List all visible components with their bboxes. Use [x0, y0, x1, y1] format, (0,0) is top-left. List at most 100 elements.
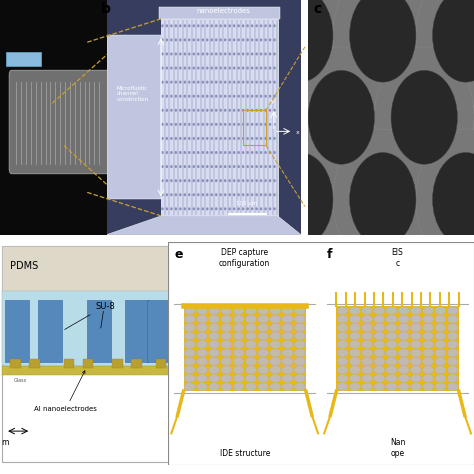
Circle shape	[337, 307, 348, 315]
Circle shape	[206, 151, 209, 154]
Circle shape	[188, 193, 191, 196]
Circle shape	[224, 38, 227, 41]
Circle shape	[269, 53, 271, 55]
Circle shape	[201, 109, 204, 112]
Circle shape	[196, 307, 208, 315]
Circle shape	[447, 357, 458, 365]
Bar	[184, 19, 186, 216]
Circle shape	[224, 123, 227, 126]
Circle shape	[398, 374, 409, 383]
Circle shape	[209, 366, 219, 374]
Bar	[273, 19, 276, 216]
Text: SU-8: SU-8	[64, 301, 115, 329]
Circle shape	[165, 123, 168, 126]
Circle shape	[233, 137, 236, 140]
Circle shape	[184, 366, 195, 374]
Circle shape	[228, 123, 231, 126]
Circle shape	[251, 207, 254, 210]
Circle shape	[224, 66, 227, 70]
Circle shape	[374, 366, 385, 374]
Circle shape	[174, 53, 177, 55]
Circle shape	[250, 0, 349, 106]
Circle shape	[233, 366, 244, 374]
Circle shape	[170, 151, 173, 154]
Circle shape	[197, 207, 200, 210]
Circle shape	[165, 165, 168, 168]
Circle shape	[423, 307, 434, 315]
Circle shape	[174, 109, 177, 112]
Circle shape	[349, 383, 360, 391]
Circle shape	[209, 315, 219, 323]
Circle shape	[255, 179, 258, 182]
Circle shape	[251, 24, 254, 27]
Bar	[107, 35, 161, 200]
Circle shape	[260, 24, 262, 27]
Circle shape	[209, 340, 219, 348]
Circle shape	[206, 38, 209, 41]
Circle shape	[197, 81, 200, 83]
Circle shape	[251, 109, 254, 112]
Circle shape	[282, 323, 293, 331]
Circle shape	[233, 357, 244, 365]
Bar	[64, 359, 74, 368]
Circle shape	[251, 137, 254, 140]
Circle shape	[221, 349, 232, 357]
Text: DEP capture
configuration: DEP capture configuration	[219, 248, 270, 268]
Circle shape	[386, 340, 397, 348]
Circle shape	[165, 53, 168, 55]
Circle shape	[183, 95, 186, 98]
Circle shape	[221, 357, 232, 365]
Circle shape	[221, 323, 232, 331]
Circle shape	[184, 315, 195, 323]
Circle shape	[237, 137, 240, 140]
Circle shape	[255, 53, 258, 55]
Circle shape	[179, 53, 182, 55]
Circle shape	[196, 383, 208, 391]
Circle shape	[251, 151, 254, 154]
Circle shape	[161, 123, 164, 126]
Circle shape	[174, 151, 177, 154]
Circle shape	[410, 374, 421, 383]
Circle shape	[219, 95, 222, 98]
Circle shape	[386, 332, 397, 340]
Circle shape	[245, 315, 256, 323]
Circle shape	[260, 151, 262, 154]
Circle shape	[179, 193, 182, 196]
Circle shape	[174, 207, 177, 210]
Circle shape	[228, 179, 231, 182]
Circle shape	[224, 207, 227, 210]
Circle shape	[282, 307, 293, 315]
Circle shape	[349, 323, 360, 331]
Circle shape	[219, 24, 222, 27]
Circle shape	[233, 165, 236, 168]
Circle shape	[349, 357, 360, 365]
Circle shape	[398, 357, 409, 365]
Circle shape	[179, 137, 182, 140]
Circle shape	[447, 366, 458, 374]
Circle shape	[228, 38, 231, 41]
Circle shape	[201, 137, 204, 140]
Bar	[162, 19, 164, 216]
Circle shape	[228, 137, 231, 140]
Circle shape	[435, 357, 446, 365]
Circle shape	[374, 307, 385, 315]
Circle shape	[215, 24, 218, 27]
Circle shape	[260, 53, 262, 55]
Circle shape	[294, 315, 305, 323]
Circle shape	[215, 193, 218, 196]
Circle shape	[206, 137, 209, 140]
Circle shape	[242, 66, 245, 70]
Circle shape	[197, 151, 200, 154]
Circle shape	[196, 323, 208, 331]
Circle shape	[255, 207, 258, 210]
Circle shape	[410, 357, 421, 365]
Circle shape	[270, 323, 281, 331]
Circle shape	[447, 323, 458, 331]
Circle shape	[282, 366, 293, 374]
Circle shape	[416, 0, 474, 106]
Circle shape	[349, 307, 360, 315]
Circle shape	[246, 24, 249, 27]
Circle shape	[179, 66, 182, 70]
Polygon shape	[107, 216, 301, 235]
Circle shape	[183, 81, 186, 83]
